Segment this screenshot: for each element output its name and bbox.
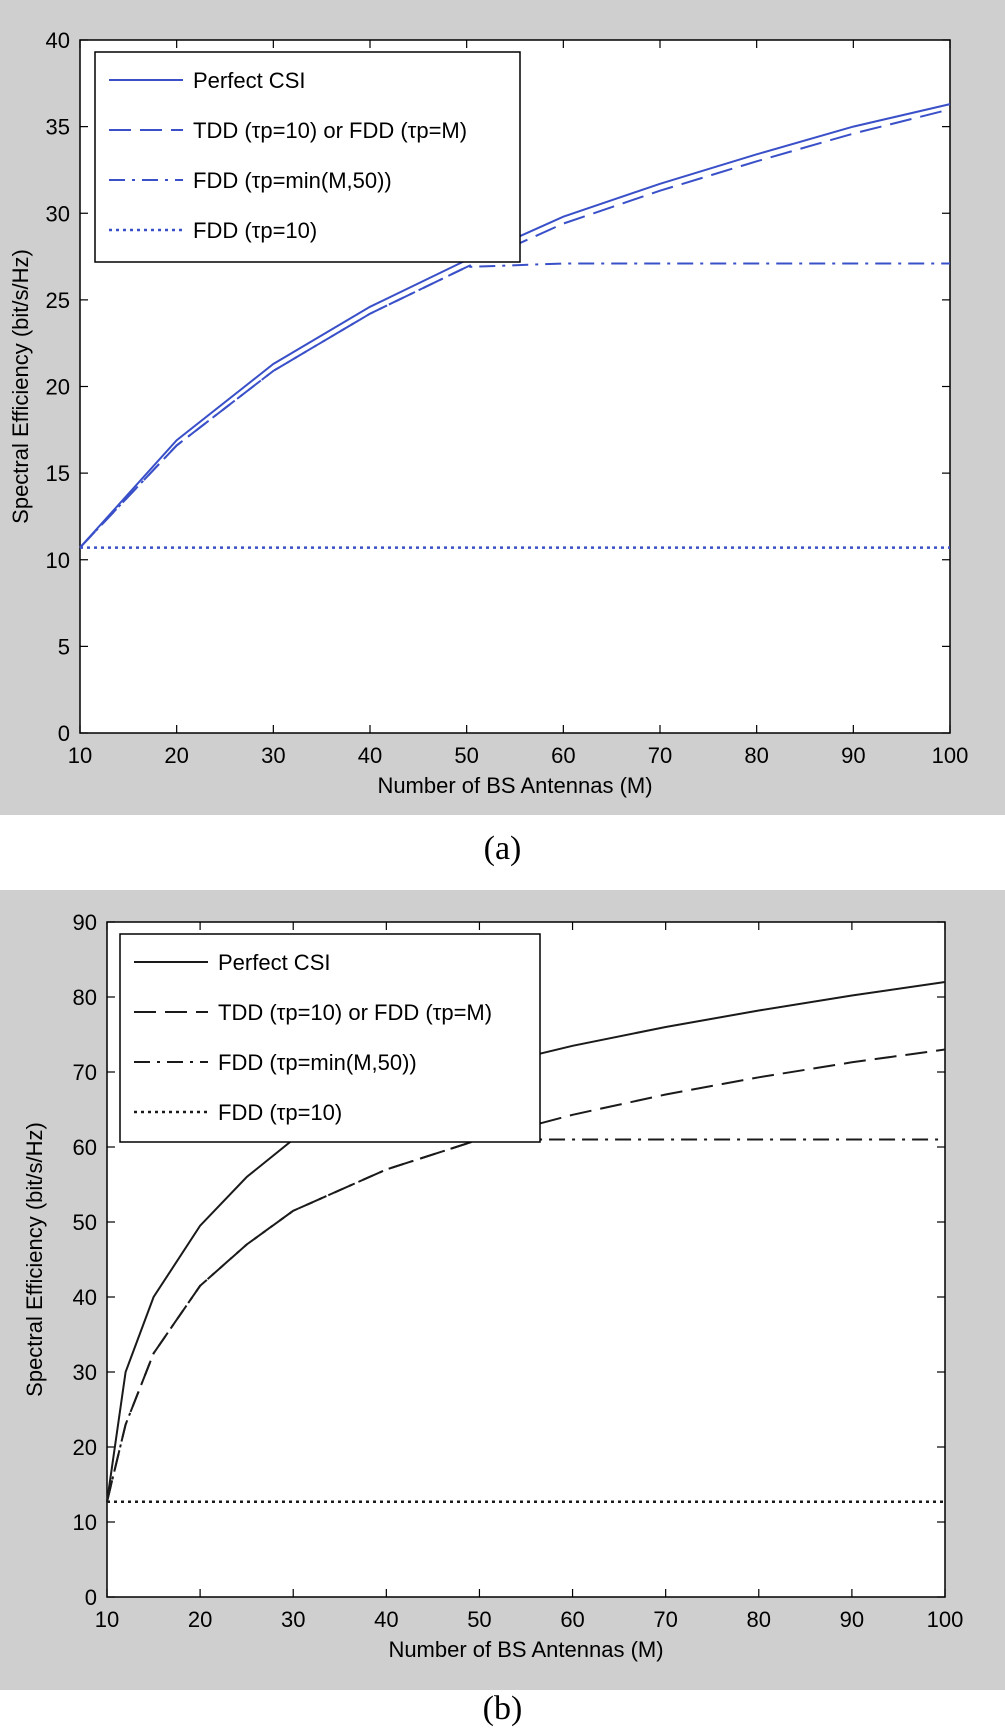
legend-entry-2: FDD (τp=min(M,50)) [193,168,392,193]
y-tick-label: 10 [73,1510,97,1535]
y-tick-label: 25 [46,288,70,313]
legend-box [94,51,521,263]
y-tick-label: 40 [73,1285,97,1310]
y-tick-label: 20 [73,1435,97,1460]
x-tick-label: 70 [648,743,672,768]
x-tick-label: 60 [551,743,575,768]
y-tick-label: 0 [85,1585,97,1610]
figure-panel-a: 10 20 30 40 50 60 70 80 90 100 0 5 10 15 20 25 30 35 40 Num… [0,0,1005,815]
x-tick-label: 60 [560,1607,584,1632]
x-tick-label: 20 [188,1607,212,1632]
x-tick-label: 100 [932,743,969,768]
chart-b-svg: 10 20 30 40 50 60 70 80 90 1000102030405060708090… [0,890,1005,1690]
y-tick-label: 30 [73,1360,97,1385]
x-tick-label: 10 [95,1607,119,1632]
x-tick-label: 30 [261,743,285,768]
legend-entry-0: Perfect CSI [193,68,305,93]
x-tick-label: 100 [927,1607,964,1632]
y-tick-label: 5 [58,634,70,659]
x-tick-label: 80 [744,743,768,768]
x-tick-label: 40 [358,743,382,768]
y-tick-label: 30 [46,201,70,226]
panel-b-caption: (b) [482,1690,523,1727]
figure-panel-b: 10 20 30 40 50 60 70 80 90 100 0 10 20 30 40 50 60 70 80 90… [0,890,1005,1690]
y-tick-label: 10 [46,548,70,573]
legend-entry-2: FDD (τp=min(M,50)) [218,1050,417,1075]
x-tick-label: 50 [467,1607,491,1632]
legend-entry-1: TDD (τp=10) or FDD (τp=M) [193,118,467,143]
y-tick-label: 0 [58,721,70,746]
legend-box [119,933,541,1143]
legend-entry-3: FDD (τp=10) [193,218,317,243]
x-tick-label: 50 [454,743,478,768]
x-tick-label: 90 [840,1607,864,1632]
y-tick-label: 40 [46,28,70,53]
y-axis-label: Spectral Efficiency (bit/s/Hz) [22,1122,47,1397]
x-tick-label: 70 [653,1607,677,1632]
y-tick-label: 90 [73,910,97,935]
x-tick-label: 20 [164,743,188,768]
legend-entry-0: Perfect CSI [218,950,330,975]
x-tick-label: 40 [374,1607,398,1632]
y-axis-label: Spectral Efficiency (bit/s/Hz) [8,249,33,524]
x-tick-label: 80 [747,1607,771,1632]
series-line-2 [79,262,950,549]
y-tick-label: 70 [73,1060,97,1085]
y-tick-label: 50 [73,1210,97,1235]
y-tick-label: 15 [46,461,70,486]
x-axis-label: Number of BS Antennas (M) [388,1637,663,1662]
panel-a-caption: (a) [483,830,522,867]
series-line-2 [106,1138,945,1503]
legend-entry-1: TDD (τp=10) or FDD (τp=M) [218,1000,492,1025]
y-tick-label: 60 [73,1135,97,1160]
x-tick-label: 10 [68,743,92,768]
y-tick-label: 35 [46,115,70,140]
x-axis-label: Number of BS Antennas (M) [377,773,652,798]
y-tick-label: 20 [46,375,70,400]
legend-entry-3: FDD (τp=10) [218,1100,342,1125]
chart-a-svg: 10 20 30 40 50 60 70 80 90 100 0 5 10 15 20 25 30 35 40 Num… [0,0,1005,815]
x-tick-label: 30 [281,1607,305,1632]
x-tick-label: 90 [841,743,865,768]
y-tick-label: 80 [73,985,97,1010]
